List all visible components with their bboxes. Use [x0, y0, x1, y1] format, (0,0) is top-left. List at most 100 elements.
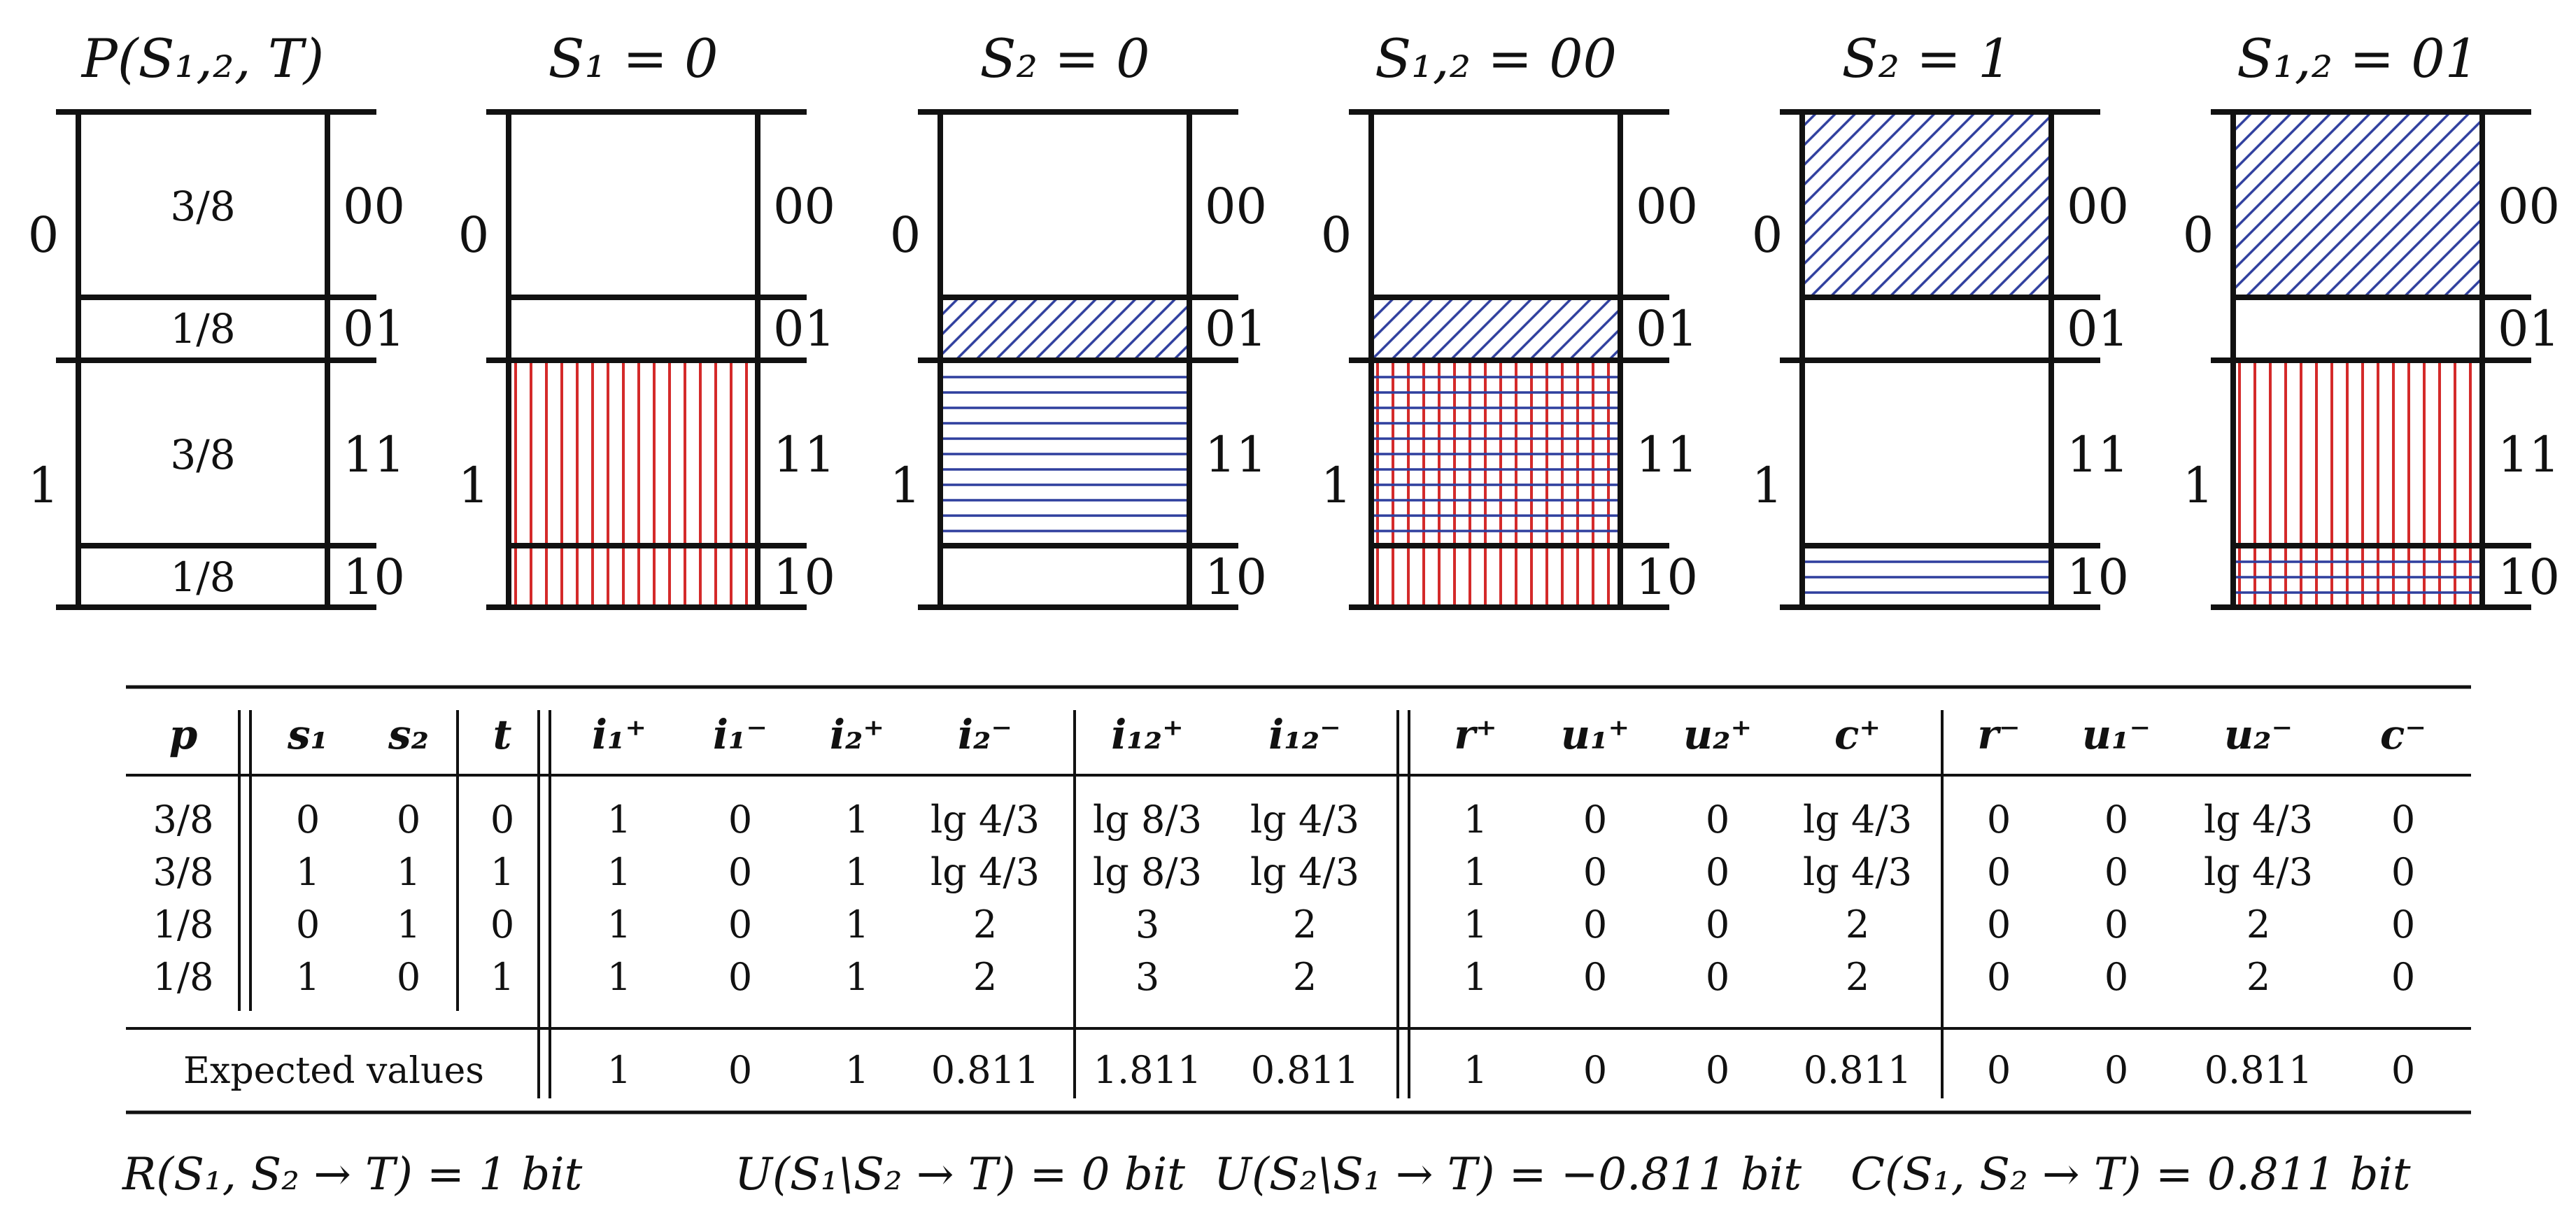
table-cell: 0 [728, 798, 752, 842]
expected-label: Expected values [183, 1050, 484, 1092]
column-header: r⁻ [1977, 711, 2020, 758]
cell-code: 00 [2067, 178, 2129, 235]
t-label: 1 [1321, 457, 1352, 514]
column-header: c⁻ [2380, 711, 2426, 758]
expected-value: 0 [1583, 1048, 1607, 1092]
table-cell: 0 [1706, 955, 1729, 999]
table-cell: 1 [845, 955, 869, 999]
table-cell: 1 [607, 850, 631, 894]
cell-fraction: 1/8 [170, 305, 235, 353]
diagram-title: S₁ = 0 [549, 27, 719, 90]
diagram-title: S₂ = 0 [980, 27, 1150, 90]
table-cell: 0 [1583, 955, 1607, 999]
table-cell: 2 [1293, 955, 1317, 999]
column-header: i₁₂⁺ [1111, 711, 1183, 758]
table-cell: 0 [728, 955, 752, 999]
cell-code: 11 [343, 426, 405, 483]
column-header: u₁⁺ [1561, 711, 1629, 758]
formula: C(S₁, S₂ → T) = 0.811 bit [1850, 1149, 2411, 1201]
table-cell: lg 4/3 [1250, 798, 1359, 842]
t-label: 0 [890, 206, 921, 264]
expected-value: 1 [607, 1048, 631, 1092]
cell-code: 00 [1205, 178, 1267, 235]
column-header: c⁺ [1834, 711, 1881, 758]
cell-hatch [2233, 112, 2482, 297]
expected-value: 1.811 [1094, 1048, 1202, 1092]
table-cell: 0 [2391, 902, 2415, 947]
cell-code: 01 [2498, 300, 2560, 357]
cell-hatch [509, 546, 758, 607]
table-cell: 1 [397, 850, 420, 894]
column-header: i₁⁻ [713, 711, 767, 758]
cell-hatch [940, 297, 1189, 360]
table-cell: 0 [2391, 850, 2415, 894]
table-cell: 2 [1846, 902, 1869, 947]
t-label: 0 [1321, 206, 1352, 264]
table-cell: 1 [1464, 902, 1487, 947]
table-cell: 0 [1583, 902, 1607, 947]
table-cell: lg 4/3 [1803, 798, 1912, 842]
cell-code: 10 [2067, 548, 2129, 606]
cell-code: 10 [1205, 548, 1267, 606]
column-header: s₂ [388, 711, 429, 758]
table-cell: 2 [2246, 955, 2270, 999]
column-header: r⁺ [1454, 711, 1496, 758]
expected-value: 1 [1464, 1048, 1487, 1092]
column-header: u₂⁺ [1683, 711, 1752, 758]
cell-code: 01 [1636, 300, 1698, 357]
table-cell: 2 [2246, 902, 2270, 947]
table-cell: lg 8/3 [1093, 798, 1202, 842]
table-cell: 0 [1583, 798, 1607, 842]
table-cell: 0 [296, 798, 320, 842]
cell-fraction: 3/8 [170, 431, 235, 479]
formula: R(S₁, S₂ → T) = 1 bit [122, 1149, 583, 1201]
cell-fraction: 1/8 [170, 553, 235, 601]
cell-hatch [1371, 297, 1620, 360]
table-cell: lg 8/3 [1093, 850, 1202, 894]
cell-code: 00 [773, 178, 835, 235]
table-cell: 0 [1706, 850, 1729, 894]
table-cell: 0 [1987, 798, 2011, 842]
table-cell: 1 [1464, 850, 1487, 894]
table-cell: 2 [973, 902, 997, 947]
column-header: t [493, 711, 512, 758]
table-cell: lg 4/3 [930, 850, 1040, 894]
cell-hatch [509, 360, 758, 546]
table-cell: 0 [2391, 798, 2415, 842]
t-label: 0 [1752, 206, 1783, 264]
cell-code: 00 [1636, 178, 1698, 235]
table-cell: 0 [2104, 955, 2128, 999]
t-label: 0 [458, 206, 490, 264]
table-cell: 3/8 [153, 798, 214, 842]
table-cell: 1 [845, 798, 869, 842]
column-header: u₁⁻ [2082, 711, 2151, 758]
expected-value: 0.811 [2205, 1048, 2313, 1092]
column-header: i₁₂⁻ [1268, 711, 1340, 758]
t-label: 1 [2183, 457, 2214, 514]
table-cell: 0 [728, 902, 752, 947]
cell-code: 10 [343, 548, 405, 606]
cell-hatch [1802, 112, 2051, 297]
table-cell: lg 4/3 [2204, 850, 2313, 894]
table-cell: 0 [296, 902, 320, 947]
cell-hatch [1802, 546, 2051, 607]
diagram-title: S₁,₂ = 01 [2237, 27, 2479, 90]
diagram-title: S₂ = 1 [1842, 27, 2012, 90]
expected-value: 0 [1987, 1048, 2011, 1092]
expected-value: 0 [2391, 1048, 2415, 1092]
table-cell: 1/8 [153, 955, 214, 999]
table-cell: 0 [1706, 798, 1729, 842]
formula-line: R(S₁, S₂ → T) = 1 bit U(S₁\S₂ → T) = 0 bi… [122, 1149, 2411, 1201]
table-cell: 1 [845, 850, 869, 894]
formula: U(S₂\S₁ → T) = −0.811 bit [1214, 1149, 1802, 1201]
table-cell: 0 [490, 902, 514, 947]
expected-value: 0 [728, 1048, 752, 1092]
